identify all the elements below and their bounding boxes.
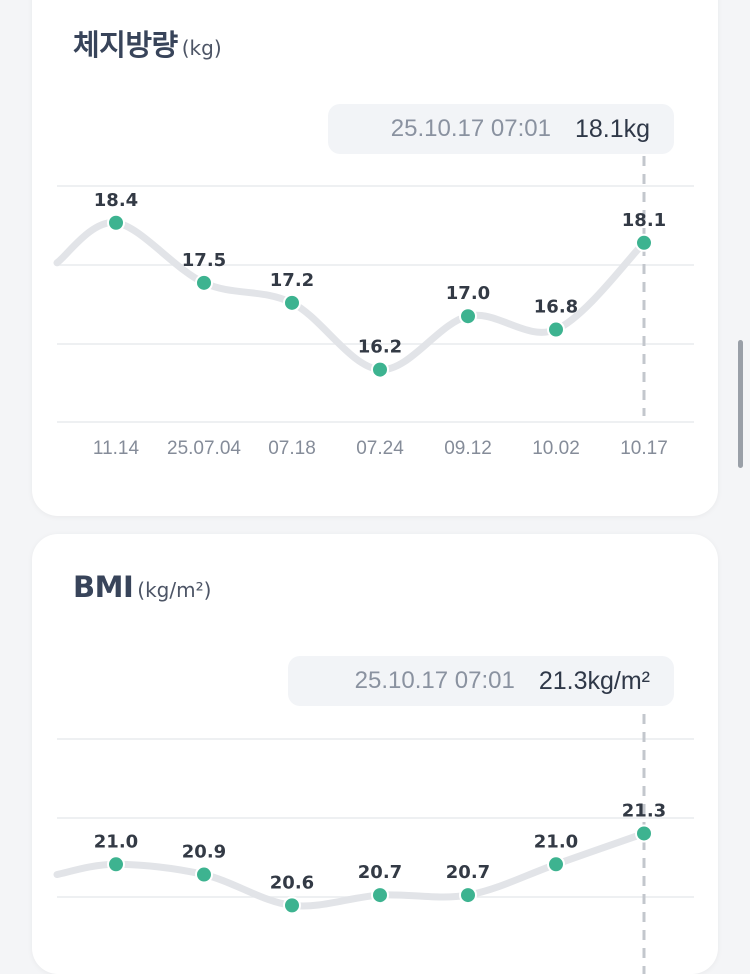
fat-data-label: 17.2 [270, 270, 314, 291]
fat-x-tick-label: 10.02 [532, 438, 580, 459]
bmi-data-label: 21.0 [534, 831, 578, 852]
fat-x-tick-label: 25.07.04 [167, 438, 241, 459]
fat-data-label: 16.8 [534, 297, 578, 318]
bmi-tooltip-value: 21.3kg/m² [538, 666, 650, 695]
bmi-data-label: 21.0 [94, 831, 138, 852]
bmi-chart[interactable]: 21.0 20.9 20.6 20.7 20.7 21.0 21.3 [32, 534, 718, 974]
fat-data-point [371, 360, 389, 379]
bmi-data-point [283, 896, 301, 915]
scrollbar-thumb[interactable] [738, 340, 743, 468]
bmi-data-label: 20.9 [182, 842, 226, 863]
fat-data-point [459, 307, 477, 326]
body-fat-title-text: 체지방량 [73, 28, 178, 62]
fat-x-tick-label: 07.18 [268, 438, 316, 459]
bmi-data-label: 20.6 [270, 872, 314, 893]
fat-data-point [283, 293, 301, 312]
fat-data-label: 18.1 [622, 210, 666, 231]
fat-x-tick-label: 10.17 [620, 438, 668, 459]
fat-data-label: 17.5 [182, 250, 226, 271]
bmi-unit: (kg/m²) [137, 578, 212, 602]
fat-data-point [107, 213, 125, 232]
fat-data-point [547, 320, 565, 339]
body-fat-title: 체지방량 (kg) [73, 22, 222, 64]
bmi-data-point [547, 855, 565, 874]
fat-x-tick-label: 09.12 [444, 438, 492, 459]
body-fat-tooltip-value: 18.1kg [574, 114, 650, 143]
bmi-data-label: 21.3 [622, 800, 666, 821]
bmi-card: BMI (kg/m²) 25.10.17 07:01 21.3kg/m² 21.0… [32, 534, 718, 974]
fat-data-point [635, 233, 653, 252]
bmi-data-point [371, 886, 389, 905]
bmi-data-point [195, 865, 213, 884]
bmi-title-text: BMI [73, 570, 134, 604]
bmi-tooltip: 25.10.17 07:01 21.3kg/m² [288, 656, 674, 706]
body-fat-tooltip: 25.10.17 07:01 18.1kg [328, 104, 674, 154]
bmi-data-point [459, 886, 477, 905]
bmi-data-label: 20.7 [446, 862, 490, 883]
bmi-title: BMI (kg/m²) [73, 570, 211, 604]
body-fat-tooltip-time: 25.10.17 07:01 [390, 115, 551, 142]
fat-data-label: 16.2 [358, 337, 402, 358]
bmi-data-point [107, 855, 125, 874]
body-fat-unit: (kg) [181, 36, 222, 60]
bmi-tooltip-time: 25.10.17 07:01 [354, 667, 515, 694]
bmi-data-point [635, 824, 653, 843]
body-fat-chart[interactable]: 18.4 17.5 17.2 16.2 17.0 16.8 18.1 11.14 25.07.0… [32, 0, 718, 516]
body-fat-card: 체지방량 (kg) 25.10.17 07:01 18.1kg 18.4 17.5 1… [32, 0, 718, 516]
fat-x-tick-label: 07.24 [356, 438, 404, 459]
fat-data-label: 18.4 [94, 190, 138, 211]
fat-data-point [195, 273, 213, 292]
bmi-data-label: 20.7 [358, 862, 402, 883]
fat-data-label: 17.0 [446, 283, 490, 304]
fat-x-tick-label: 11.14 [93, 438, 140, 459]
